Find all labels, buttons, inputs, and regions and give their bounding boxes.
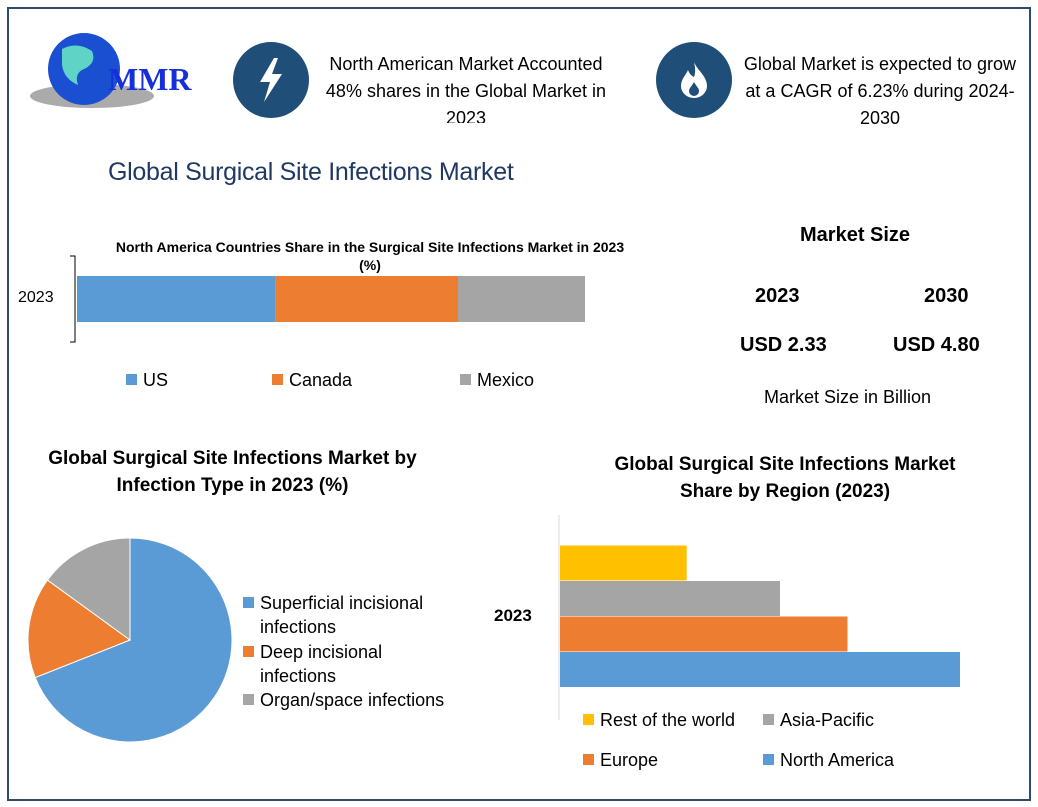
flame-icon xyxy=(656,42,732,118)
chart1-category-label: 2023 xyxy=(18,289,54,306)
legend-label: Asia-Pacific xyxy=(780,710,875,730)
legend-label: Mexico xyxy=(477,370,535,390)
legend-label: Rest of the world xyxy=(600,710,736,730)
legend-label: Deep incisional infections xyxy=(260,642,383,686)
page-frame xyxy=(7,7,1031,801)
chart2-title: Global Surgical Site Infections Market b… xyxy=(48,448,417,496)
legend-label: Europe xyxy=(600,750,659,770)
legend-label: North America xyxy=(780,750,895,770)
legend-item: Asia-Pacific xyxy=(763,708,874,732)
legend-swatch xyxy=(763,754,774,765)
legend-item: Canada xyxy=(272,368,352,392)
legend-item: Deep incisional infections xyxy=(243,640,453,688)
legend-item: Organ/space infections xyxy=(243,688,483,712)
bar-north-america xyxy=(560,652,960,687)
pie-slice xyxy=(34,537,233,743)
bar-europe xyxy=(560,616,848,652)
legend-item: Europe xyxy=(583,748,658,772)
legend-swatch xyxy=(243,646,254,657)
page-title: Global Surgical Site Infections Market xyxy=(108,158,514,186)
legend-item: Mexico xyxy=(460,368,534,392)
chart3-plot xyxy=(558,515,960,720)
bar-rest-of-the-world xyxy=(560,545,687,581)
market-size-value-2030: USD 4.80 xyxy=(893,334,980,356)
bar-asia-pacific xyxy=(560,581,780,616)
lightning-icon xyxy=(233,42,309,118)
bar-us xyxy=(77,276,276,322)
market-size-title: Market Size xyxy=(800,224,911,246)
bar-mexico xyxy=(458,276,585,322)
legend-label: US xyxy=(143,370,169,390)
market-size-unit-note: Market Size in Billion xyxy=(764,387,932,407)
legend-swatch xyxy=(243,694,254,705)
market-size-year-2023: 2023 xyxy=(755,285,800,307)
legend-swatch xyxy=(583,714,594,725)
legend-swatch xyxy=(763,714,774,725)
market-size-year-2030: 2030 xyxy=(924,285,969,307)
legend-label: Canada xyxy=(289,370,353,390)
market-size-value-2023: USD 2.33 xyxy=(740,334,827,356)
chart1-axis xyxy=(70,255,76,343)
pie-slice xyxy=(27,579,132,679)
chart1-plot xyxy=(70,255,585,343)
legend-item: Rest of the world xyxy=(583,708,735,732)
svg-text:MMR: MMR xyxy=(108,61,192,97)
legend-swatch xyxy=(243,597,254,608)
legend-item: US xyxy=(126,368,168,392)
legend-swatch xyxy=(126,374,137,385)
legend-label: Superficial incisional infections xyxy=(260,593,424,637)
info-north-america-share: North American Market Accounted 48% shar… xyxy=(325,54,607,123)
chart2-plot xyxy=(27,537,233,743)
pie-slice xyxy=(46,537,131,641)
legend-item: Superficial incisional infections xyxy=(243,591,453,639)
legend-item: North America xyxy=(763,748,894,772)
mmr-logo: MMR xyxy=(22,24,212,119)
chart1-title: North America Countries Share in the Sur… xyxy=(115,239,625,273)
info-cagr: Global Market is expected to grow at a C… xyxy=(743,54,1017,128)
legend-swatch xyxy=(583,754,594,765)
bar-canada xyxy=(275,276,458,322)
chart3-category-label: 2023 xyxy=(494,606,532,625)
chart3-title: Global Surgical Site Infections Market S… xyxy=(614,454,956,502)
legend-swatch xyxy=(460,374,471,385)
legend-swatch xyxy=(272,374,283,385)
legend-label: Organ/space infections xyxy=(260,690,445,710)
